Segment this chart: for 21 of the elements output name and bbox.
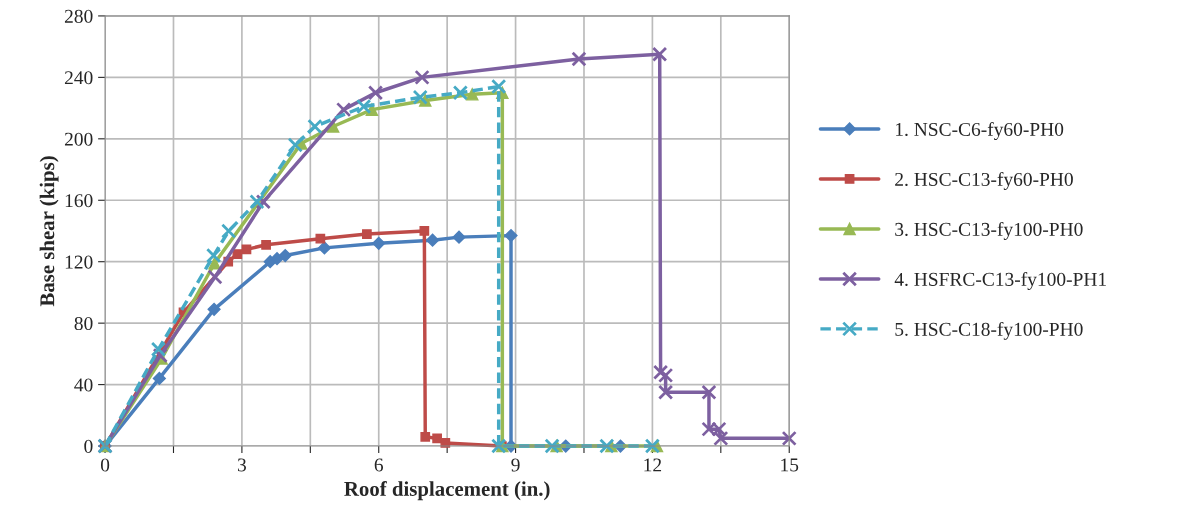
x-tick-label: 3	[237, 458, 247, 472]
legend-label: 4. HSFRC-C13-fy100-PH1	[894, 272, 1106, 290]
legend-label: 2. HSC-C13-fy60-PH0	[895, 172, 1073, 190]
y-tick-label: 160	[65, 194, 93, 208]
x-tick-label: 0	[100, 458, 110, 472]
y-axis-title: Base shear (kips)	[39, 156, 59, 307]
x-tick-label: 15	[781, 458, 799, 472]
x-tick-label: 12	[644, 458, 662, 472]
y-tick-label: 240	[64, 71, 93, 85]
y-tick-label: 40	[74, 378, 93, 392]
legend-label: 5. HSC-C18-fy100-PH0	[895, 321, 1083, 340]
y-tick-label: 200	[64, 132, 93, 146]
x-axis-title: Roof displacement (in.)	[344, 481, 550, 501]
x-tick-label: 6	[374, 458, 384, 472]
legend-label: 1. NSC-C6-fy60-PH0	[896, 122, 1064, 140]
y-tick-label: 0	[84, 439, 93, 453]
x-tick-label: 9	[511, 458, 520, 472]
y-tick-label: 120	[65, 255, 93, 269]
y-tick-label: 280	[64, 9, 93, 23]
legend-label: 3. HSC-C13-fy100-PH0	[895, 222, 1083, 240]
y-tick-label: 80	[74, 316, 93, 331]
